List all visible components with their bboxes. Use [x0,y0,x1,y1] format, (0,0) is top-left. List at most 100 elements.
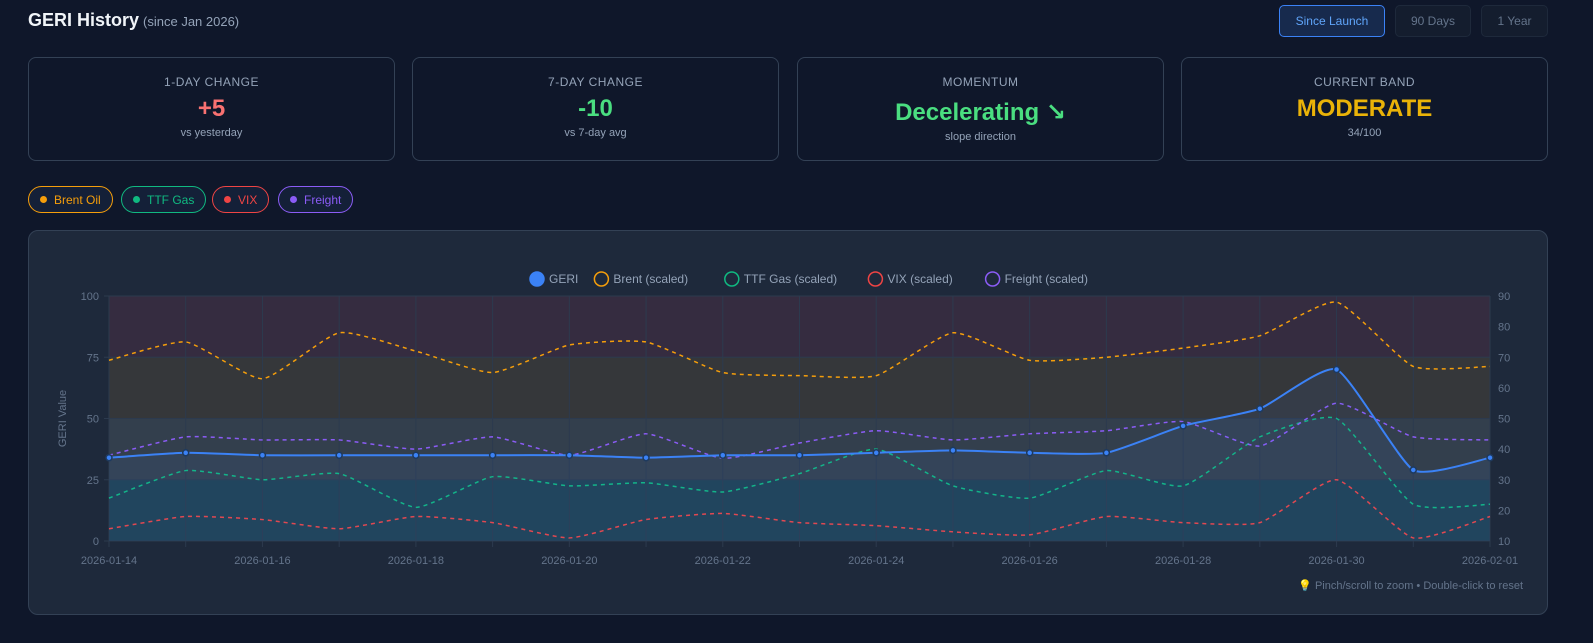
legend-label: Freight (scaled) [1005,272,1088,286]
toggle-label: Freight [304,192,342,207]
legend-swatch-icon [724,271,740,287]
x-tick-label: 2026-01-22 [695,555,751,567]
geri-data-point [1179,422,1187,430]
y-tick-label: 75 [87,352,99,364]
page-title: GERI History (since Jan 2026) [28,10,239,31]
card-value: +5 [197,95,226,122]
legend-label: GERI [549,272,578,286]
card-value: -10 [578,95,613,122]
card-value: MODERATE [1296,95,1433,122]
card-sub: vs 7-day avg [564,127,627,139]
zoom-hint: 💡 Pinch/scroll to zoom • Double-click to… [1298,580,1523,592]
geri-data-point [565,451,574,459]
card-sub: 34/100 [1347,127,1382,139]
geri-data-point [1256,404,1264,413]
y2-tick-label: 10 [1498,536,1510,548]
card-momentum: MOMENTUM Decelerating ↘ slope direction [797,57,1164,161]
dot-icon [40,196,47,203]
geri-data-point [719,451,727,459]
card-1-day-change: 1-DAY CHANGE +5 vs yesterday [28,57,395,161]
legend-swatch-icon [529,271,545,287]
y-tick-label: 0 [93,536,99,548]
geri-data-point [1409,466,1418,474]
geri-data-point [872,449,880,457]
y-tick-label: 50 [87,414,99,426]
geri-area-fill [109,369,1490,541]
dot-icon [290,196,297,203]
y2-tick-label: 80 [1498,322,1510,334]
legend-item[interactable]: VIX (scaled) [867,271,953,287]
legend-item[interactable]: Freight (scaled) [984,271,1088,287]
toggle-ttf-gas[interactable]: TTF Gas [121,186,207,213]
legend-swatch-icon [593,271,610,287]
legend-label: TTF Gas (scaled) [744,272,837,286]
x-tick-label: 2026-02-01 [1462,555,1518,567]
legend-item[interactable]: TTF Gas (scaled) [724,271,837,287]
geri-data-point [258,451,267,459]
toggle-label: TTF Gas [147,192,195,207]
geri-data-point [1025,449,1034,457]
geri-data-point [412,451,420,459]
x-tick-label: 2026-01-28 [1155,555,1211,567]
legend-label: VIX (scaled) [887,272,952,286]
y2-tick-label: 50 [1498,414,1510,426]
x-tick-label: 2026-01-24 [848,555,904,567]
series-line-freight-scaled [108,402,1491,460]
geri-data-point [1102,449,1111,457]
x-tick-label: 2026-01-14 [81,555,137,567]
legend-label: Brent (scaled) [613,272,688,286]
y-axis-title: GERI Value [57,390,69,447]
y-tick-label: 100 [81,291,99,303]
x-tick-label: 2026-01-26 [1002,555,1058,567]
y2-tick-label: 30 [1498,475,1510,487]
card-sub: vs yesterday [180,127,243,139]
geri-data-point [1486,453,1494,462]
y2-tick-label: 20 [1498,505,1510,517]
series-line-ttf-gas-scaled [108,416,1491,509]
chart-container: 0 25 50 75 100 10 20 30 40 50 60 70 80 90 2026-01-14 20… [28,230,1548,615]
90-days-button[interactable]: 90 Days [1395,5,1471,37]
y-tick-label: 25 [87,475,99,487]
toggle-vix[interactable]: VIX [212,186,270,213]
legend-item[interactable]: Brent (scaled) [593,271,688,287]
dot-icon [133,196,140,203]
geri-data-point [642,453,650,462]
card-label: CURRENT BAND [1313,75,1416,89]
series-line-brent-scaled [108,301,1491,380]
y2-tick-label: 60 [1498,383,1510,395]
geri-data-point [949,446,957,455]
x-tick-label: 2026-01-18 [388,555,444,567]
card-value: Decelerating ↘ [895,99,1066,126]
x-tick-label: 2026-01-16 [234,555,290,567]
geri-data-point [105,453,113,462]
series-line-vix-scaled [108,478,1491,539]
geri-data-point [488,451,497,459]
toggle-freight[interactable]: Freight [278,186,354,213]
title-text: GERI History [28,10,140,30]
y2-tick-label: 90 [1498,291,1510,303]
x-tick-label: 2026-01-30 [1308,555,1364,567]
card-label: MOMENTUM [942,75,1019,89]
toggle-label: VIX [238,192,258,207]
card-sub: slope direction [945,131,1016,143]
toggle-label: Brent Oil [54,192,101,207]
geri-data-point [335,451,343,459]
1-year-button[interactable]: 1 Year [1481,5,1548,37]
geri-data-point [181,449,190,457]
card-label: 7-DAY CHANGE [548,75,643,89]
y2-tick-label: 70 [1498,352,1510,364]
legend-swatch-icon [984,271,1001,287]
geri-history-chart[interactable]: 0 25 50 75 100 10 20 30 40 50 60 70 80 90 2026-01-14 20… [29,231,1549,616]
y2-tick-label: 40 [1498,444,1510,456]
card-current-band: CURRENT BAND MODERATE 34/100 [1181,57,1548,161]
card-7-day-change: 7-DAY CHANGE -10 vs 7-day avg [412,57,779,161]
legend-swatch-icon [867,271,884,287]
title-subtitle: (since Jan 2026) [143,14,240,29]
toggle-brent-oil[interactable]: Brent Oil [28,186,113,213]
legend-item[interactable]: GERI [529,271,578,287]
dot-icon [224,196,231,203]
since-launch-button[interactable]: Since Launch [1279,5,1385,37]
geri-data-point [1332,365,1341,374]
card-label: 1-DAY CHANGE [164,75,259,89]
geri-data-point [795,451,804,459]
